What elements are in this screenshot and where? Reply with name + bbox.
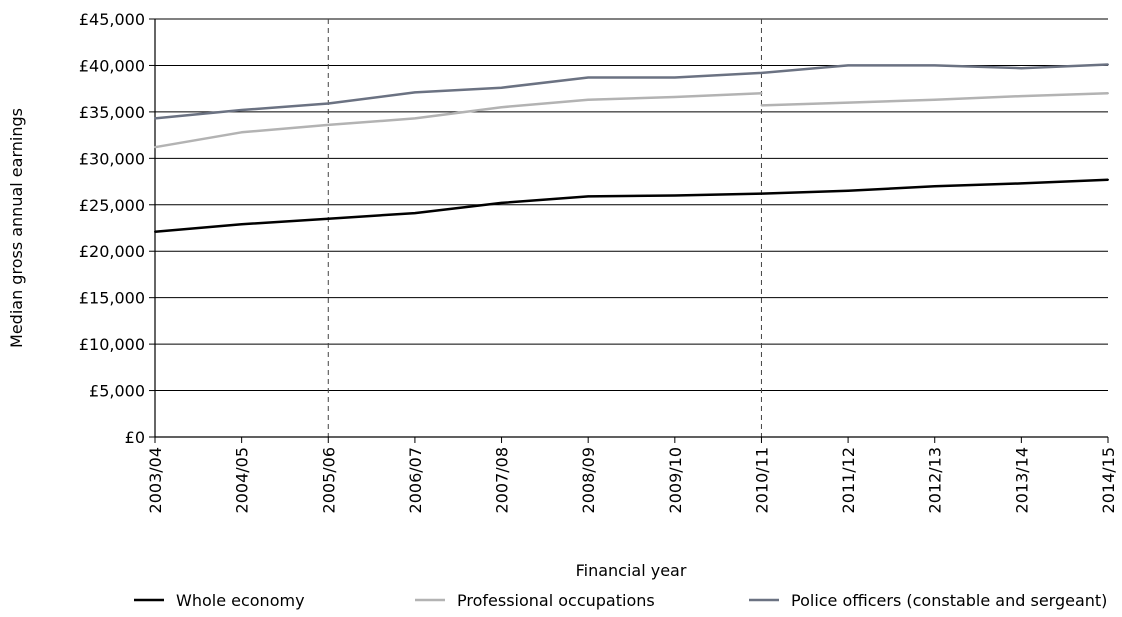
- axes: [149, 18, 1109, 443]
- x-tick-label: 2004/05: [233, 447, 252, 513]
- data-point: [673, 194, 676, 197]
- legend-label-0: Whole economy: [176, 591, 305, 610]
- y-tick-label: £25,000: [79, 196, 145, 215]
- data-point: [413, 91, 416, 94]
- data-point: [587, 195, 590, 198]
- data-point: [500, 86, 503, 89]
- data-point: [413, 212, 416, 215]
- data-point: [1020, 182, 1023, 185]
- legend-label-1: Professional occupations: [457, 591, 655, 610]
- series-line-0-0: [154, 178, 1109, 233]
- x-tick-label: 2007/08: [493, 447, 512, 513]
- data-point: [847, 101, 850, 104]
- y-tick-label: £10,000: [79, 335, 145, 354]
- data-point: [500, 106, 503, 109]
- series-line-2-0: [154, 63, 1109, 120]
- data-point: [1107, 63, 1109, 66]
- series-line-1-0: [154, 92, 762, 149]
- data-point: [760, 192, 763, 195]
- data-point: [327, 123, 330, 126]
- data-point: [154, 146, 156, 149]
- data-point: [587, 98, 590, 101]
- data-point: [1107, 92, 1109, 95]
- x-axis-title: Financial year: [576, 561, 687, 580]
- y-tick-label: £45,000: [79, 10, 145, 29]
- x-tick-label: 2006/07: [406, 447, 425, 513]
- y-tick-label: £5,000: [89, 382, 145, 401]
- x-tick-label: 2003/04: [146, 447, 165, 513]
- data-point: [240, 223, 243, 226]
- data-point: [240, 109, 243, 112]
- legend: Whole economy Professional occupations Pol…: [134, 591, 1107, 610]
- data-point: [673, 96, 676, 99]
- y-tick-label: £15,000: [79, 289, 145, 308]
- x-tick-label: 2012/13: [926, 447, 945, 513]
- data-point: [760, 104, 763, 107]
- x-tick-label: 2010/11: [752, 447, 771, 513]
- y-tick-labels: £0 £5,000 £10,000 £15,000 £20,000 £25,000 £30,…: [79, 10, 145, 447]
- data-point: [673, 76, 676, 79]
- x-tick-labels: 2003/04 2004/05 2005/06 2006/07 2007/08 2008/…: [146, 447, 1118, 513]
- y-tick-label: £20,000: [79, 242, 145, 261]
- series-1: [154, 92, 1109, 149]
- data-point: [154, 230, 156, 233]
- series-2: [154, 63, 1109, 120]
- x-tick-label: 2014/15: [1099, 447, 1118, 513]
- data-point: [1020, 95, 1023, 98]
- reference-lines: [327, 19, 762, 437]
- data-point: [847, 64, 850, 67]
- y-axis-title: Median gross annual earnings: [7, 108, 26, 348]
- x-tick-label: 2005/06: [319, 447, 338, 513]
- data-point: [154, 117, 156, 120]
- data-point: [933, 64, 936, 67]
- grid-lines: [155, 18, 1108, 392]
- data-point: [933, 185, 936, 188]
- x-tick-label: 2011/12: [839, 447, 858, 513]
- data-point: [847, 189, 850, 192]
- y-tick-label: £0: [125, 428, 145, 447]
- data-point: [1107, 178, 1109, 181]
- x-tick-label: 2008/09: [579, 447, 598, 513]
- data-point: [760, 71, 763, 74]
- y-tick-label: £30,000: [79, 149, 145, 168]
- data-point: [587, 76, 590, 79]
- data-point: [1020, 67, 1023, 70]
- legend-label-2: Police officers (constable and sergeant): [791, 591, 1107, 610]
- data-point: [413, 117, 416, 120]
- data-point: [933, 98, 936, 101]
- y-tick-label: £40,000: [79, 56, 145, 75]
- data-point: [760, 92, 763, 95]
- data-point: [500, 201, 503, 204]
- x-tick-label: 2009/10: [666, 447, 685, 513]
- x-tick-label: 2013/14: [1012, 447, 1031, 513]
- series-lines: [154, 63, 1109, 233]
- y-tick-label: £35,000: [79, 103, 145, 122]
- series-0: [154, 178, 1109, 233]
- data-point: [240, 131, 243, 134]
- data-point: [327, 102, 330, 105]
- data-point: [327, 217, 330, 220]
